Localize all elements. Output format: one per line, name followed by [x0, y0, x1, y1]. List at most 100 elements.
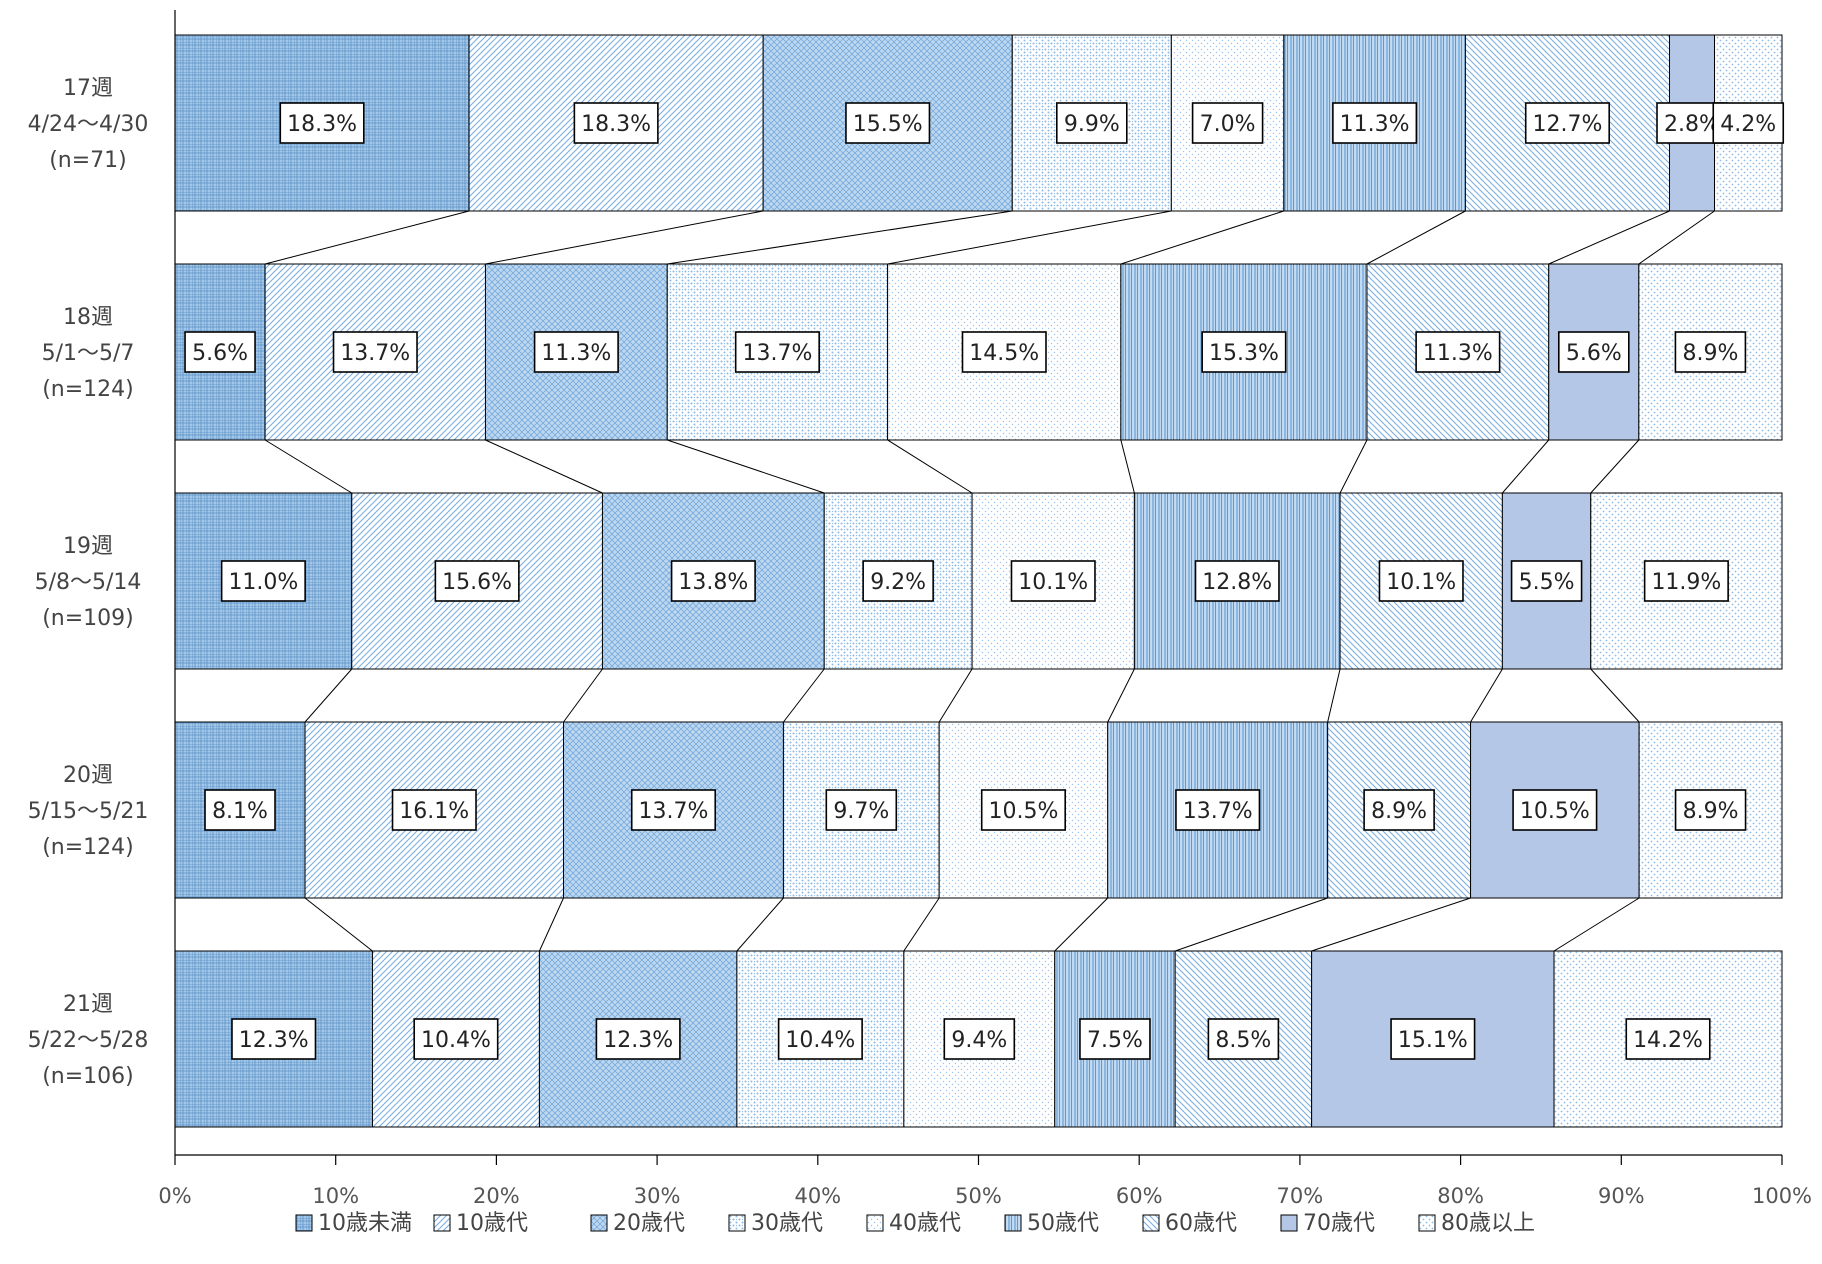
legend-label: 20歳代	[613, 1211, 685, 1236]
category-n: (n=71)	[49, 148, 127, 173]
connector-line	[1120, 439, 1135, 494]
data-label-box	[1674, 789, 1747, 831]
data-label-box	[734, 331, 820, 373]
connector-line	[1339, 439, 1368, 494]
legend-label: 60歳代	[1165, 1211, 1237, 1236]
category-week: 19週	[63, 534, 113, 559]
data-label: 5.5%	[1519, 570, 1575, 595]
data-label: 4.2%	[1720, 112, 1776, 137]
x-tick-label: 100%	[1752, 1184, 1812, 1208]
connector-line	[1548, 210, 1670, 265]
x-tick-label: 80%	[1437, 1184, 1484, 1208]
category-week: 20週	[63, 763, 113, 788]
data-label: 7.5%	[1087, 1028, 1143, 1053]
data-label-box	[845, 102, 931, 144]
data-label: 12.8%	[1202, 570, 1272, 595]
data-label: 11.9%	[1651, 570, 1721, 595]
data-label-box	[630, 789, 717, 831]
data-label-box	[279, 102, 365, 144]
data-label: 14.2%	[1633, 1028, 1703, 1053]
category-week: 18週	[63, 305, 113, 330]
data-label-box	[1674, 331, 1747, 373]
connector-line	[1174, 897, 1328, 952]
x-tick-label: 70%	[1277, 1184, 1324, 1208]
legend-swatch	[295, 1214, 313, 1232]
data-label: 10.5%	[1520, 799, 1590, 824]
connector-line	[485, 439, 603, 494]
data-label: 13.7%	[639, 799, 709, 824]
legend-label: 80歳以上	[1441, 1211, 1535, 1236]
data-label-box	[1175, 789, 1261, 831]
data-label: 11.3%	[1340, 112, 1410, 137]
data-label-box	[862, 560, 934, 602]
connector-line	[1553, 897, 1640, 952]
legend-label: 10歳未満	[318, 1211, 412, 1236]
data-label: 2.8%	[1664, 112, 1720, 137]
data-label-box	[1524, 102, 1611, 144]
connector-line	[1054, 897, 1109, 952]
data-label: 10.4%	[785, 1028, 855, 1053]
data-label: 18.3%	[581, 112, 651, 137]
category-n: (n=124)	[42, 377, 134, 402]
data-label-box	[595, 1018, 681, 1060]
data-label-box	[1512, 789, 1598, 831]
category-range: 4/24〜4/30	[28, 112, 149, 137]
data-label-box	[1712, 102, 1785, 144]
data-label-box	[777, 1018, 863, 1060]
data-label-box	[1363, 789, 1435, 831]
data-label: 10.1%	[1386, 570, 1456, 595]
connector-line	[783, 668, 825, 723]
connector-line	[667, 439, 825, 494]
legend-label: 70歳代	[1303, 1211, 1375, 1236]
data-label: 15.1%	[1398, 1028, 1468, 1053]
data-label-box	[231, 1018, 317, 1060]
legend-swatch	[433, 1214, 451, 1232]
category-labels: 17週 4/24〜4/30 (n=71) 18週 5/1〜5/7 (n=124) 19週 5/…	[28, 76, 149, 1089]
data-label-box	[1201, 331, 1287, 373]
connector-line	[1107, 668, 1135, 723]
data-label-box	[413, 1018, 499, 1060]
connector-line	[667, 210, 1013, 265]
legend-swatch	[1004, 1214, 1022, 1232]
connector-line	[1366, 210, 1466, 265]
data-label: 5.6%	[1566, 341, 1622, 366]
data-label: 11.0%	[228, 570, 298, 595]
data-label: 9.4%	[951, 1028, 1007, 1053]
legend-label: 40歳代	[889, 1211, 961, 1236]
connector-line	[1470, 668, 1503, 723]
data-label-box	[1557, 331, 1630, 373]
category-range: 5/15〜5/21	[28, 799, 149, 824]
data-label-box	[1194, 560, 1280, 602]
legend-swatch	[590, 1214, 608, 1232]
data-label: 16.1%	[399, 799, 469, 824]
data-label-box	[204, 789, 276, 831]
x-tick-label: 30%	[634, 1184, 681, 1208]
category-n: (n=109)	[42, 606, 134, 631]
data-label: 15.6%	[442, 570, 512, 595]
axes: 0% 10% 20% 30% 40% 50% 60% 70% 80% 90% 100%	[158, 10, 1812, 1208]
data-label: 10.1%	[1018, 570, 1088, 595]
data-label-box	[670, 560, 756, 602]
data-label-box	[1510, 560, 1583, 602]
x-tick-label: 0%	[158, 1184, 191, 1208]
data-label-box	[961, 331, 1047, 373]
data-label-box	[1207, 1018, 1280, 1060]
data-label: 10.4%	[421, 1028, 491, 1053]
connector-line	[485, 210, 764, 265]
connector-line	[1638, 210, 1715, 265]
data-label-box	[1390, 1018, 1476, 1060]
bars	[174, 34, 1783, 1128]
connector-line	[887, 439, 973, 494]
x-tick-label: 60%	[1116, 1184, 1163, 1208]
category-n: (n=124)	[42, 835, 134, 860]
data-label-box	[1332, 102, 1418, 144]
legend-label: 50歳代	[1027, 1211, 1099, 1236]
x-tick-label: 50%	[955, 1184, 1002, 1208]
data-label-box	[1415, 331, 1501, 373]
x-tick-label: 40%	[794, 1184, 841, 1208]
connector-line	[1502, 439, 1550, 494]
bar-segment	[1638, 721, 1783, 899]
x-tick-label: 10%	[312, 1184, 359, 1208]
connector-line	[1327, 668, 1341, 723]
